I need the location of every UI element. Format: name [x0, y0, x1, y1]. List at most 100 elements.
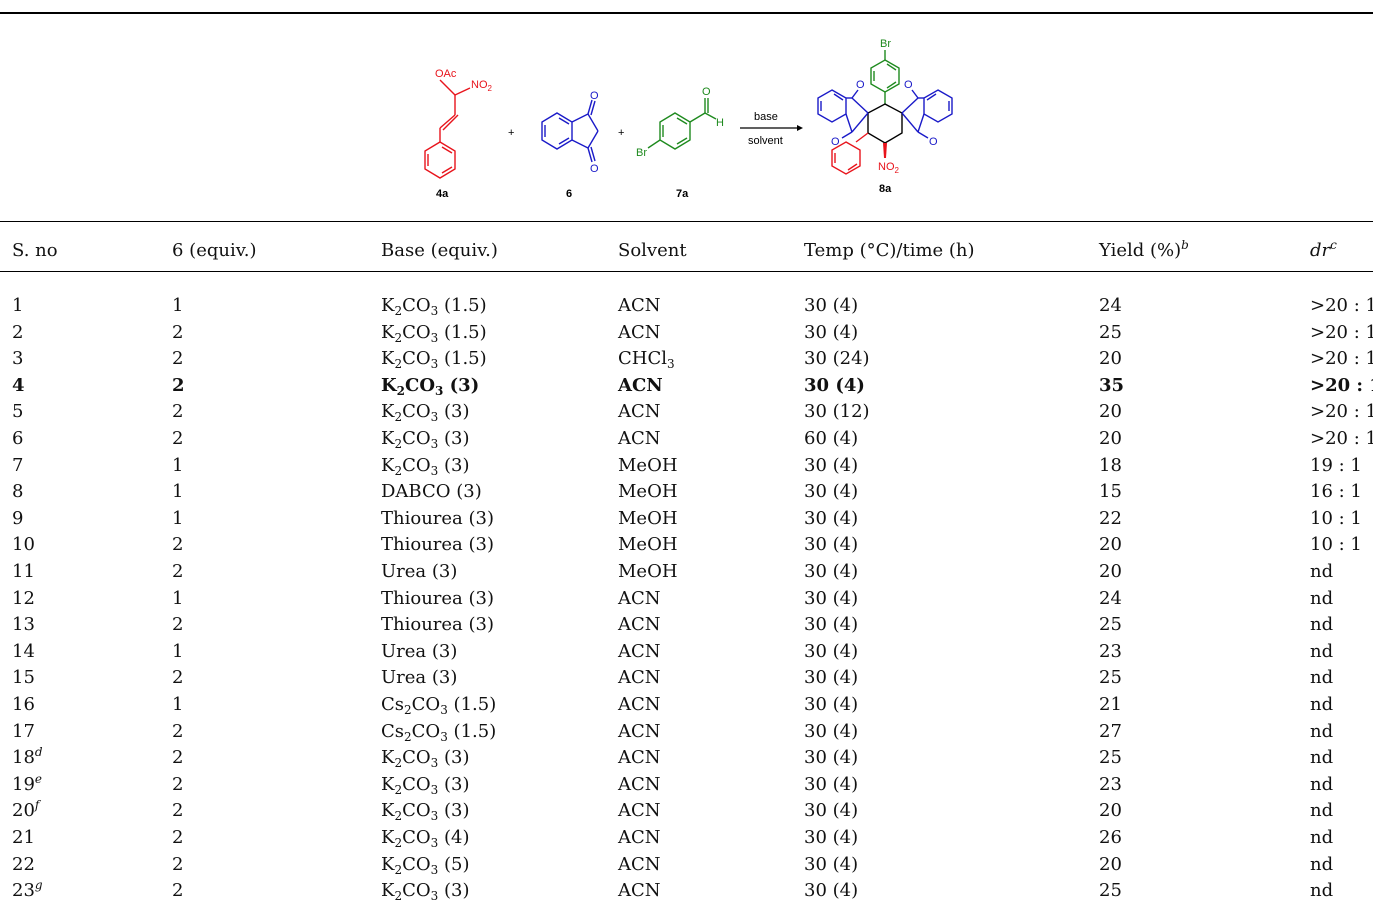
- cell-base: Thiourea (3): [381, 534, 494, 556]
- table-row: 19e 2 K2CO3 (3) ACN 30 (4) 23 nd: [0, 772, 1373, 798]
- cell-dr: nd: [1310, 880, 1334, 902]
- cell-equiv: 2: [172, 401, 184, 423]
- cell-dr: >20 : 1: [1310, 321, 1373, 343]
- plus-sign-1: +: [508, 127, 514, 139]
- cell-sno: 5: [12, 401, 24, 423]
- cell-sno: 8: [12, 481, 24, 503]
- cell-sno: 7: [12, 454, 24, 476]
- oxygen-label-8a-4: O: [929, 136, 938, 148]
- product-8a-aryl: [870, 50, 900, 104]
- cell-temp-time: 30 (4): [804, 614, 859, 636]
- cell-equiv: 2: [172, 747, 184, 769]
- cell-base: Urea (3): [381, 561, 458, 582]
- cell-yield: 20: [1099, 534, 1122, 556]
- cell-yield: 24: [1099, 295, 1122, 316]
- cell-sno: 4: [12, 374, 25, 396]
- table-row: 12 1 Thiourea (3) ACN 30 (4) 24 nd: [0, 586, 1373, 612]
- cell-base: K2CO3 (4): [381, 827, 470, 850]
- cell-yield: 21: [1099, 694, 1122, 715]
- cell-base: K2CO3 (3): [381, 773, 470, 797]
- cell-equiv: 2: [172, 348, 184, 370]
- cell-temp-time: 30 (4): [804, 667, 859, 689]
- cell-base: K2CO3 (3): [381, 374, 480, 398]
- cell-sno: 6: [12, 428, 24, 449]
- cell-equiv: 2: [172, 534, 184, 556]
- table-row: 9 1 Thiourea (3) MeOH 30 (4) 22 10 : 1: [0, 506, 1373, 532]
- cell-temp-time: 30 (4): [804, 587, 859, 609]
- arrow-label-solvent: solvent: [748, 135, 783, 147]
- cell-dr: >20 : 1: [1310, 428, 1373, 449]
- product-8a-indanedione-left: [817, 89, 869, 139]
- cell-temp-time: 30 (4): [804, 640, 859, 662]
- cell-temp-time: 30 (4): [804, 507, 859, 529]
- table-header: S. no 6 (equiv.) Base (equiv.) Solvent T…: [0, 238, 1373, 264]
- cell-base: K2CO3 (3): [381, 880, 470, 904]
- cell-solvent: ACN: [618, 694, 661, 715]
- cell-dr: nd: [1310, 614, 1334, 636]
- cell-equiv: 1: [172, 295, 184, 316]
- cell-dr: nd: [1310, 773, 1334, 795]
- product-8a-indanedione-right: [901, 89, 953, 139]
- table-row: 16 1 Cs2CO3 (1.5) ACN 30 (4) 21 nd: [0, 692, 1373, 718]
- cell-dr: 10 : 1: [1310, 507, 1362, 529]
- cell-yield: 25: [1099, 321, 1122, 343]
- oxygen-label-8a-1: O: [831, 136, 840, 148]
- cell-sno: 20f: [12, 798, 40, 822]
- oxygen-label-8a-2: O: [856, 79, 865, 91]
- cell-yield: 20: [1099, 348, 1122, 370]
- cell-yield: 20: [1099, 401, 1122, 423]
- cell-temp-time: 30 (4): [804, 694, 859, 715]
- cell-temp-time: 30 (4): [804, 800, 859, 822]
- cell-temp-time: 30 (24): [804, 348, 870, 370]
- cell-yield: 18: [1099, 454, 1122, 476]
- cell-yield: 23: [1099, 773, 1122, 795]
- table-row: 5 2 K2CO3 (3) ACN 30 (12) 20 >20 : 1: [0, 399, 1373, 425]
- cell-solvent: ACN: [618, 374, 663, 396]
- cell-dr: nd: [1310, 640, 1334, 662]
- cell-solvent: ACN: [618, 321, 661, 343]
- reactant-7a-structure: [647, 98, 717, 150]
- table-row: 2 2 K2CO3 (1.5) ACN 30 (4) 25 >20 : 1: [0, 320, 1373, 346]
- label-7a: 7a: [676, 188, 689, 200]
- cell-sno: 2: [12, 321, 24, 343]
- product-8a-nitro-wedge: [883, 143, 887, 158]
- cell-base: Cs2CO3 (1.5): [381, 720, 497, 744]
- cell-temp-time: 60 (4): [804, 428, 859, 449]
- cell-yield: 20: [1099, 853, 1122, 875]
- cell-solvent: CHCl3: [618, 348, 675, 372]
- header-base: Base (equiv.): [381, 240, 498, 261]
- header-equiv: 6 (equiv.): [172, 240, 257, 261]
- cell-temp-time: 30 (4): [804, 534, 859, 556]
- cell-equiv: 1: [172, 694, 184, 715]
- cell-solvent: ACN: [618, 880, 661, 902]
- cell-base: K2CO3 (3): [381, 401, 470, 425]
- cell-solvent: ACN: [618, 773, 661, 795]
- cell-dr: >20 : 1: [1310, 348, 1373, 370]
- cell-dr: nd: [1310, 827, 1334, 848]
- cell-sno: 9: [12, 507, 24, 529]
- cell-dr: 10 : 1: [1310, 534, 1362, 556]
- cell-sno: 11: [12, 561, 35, 582]
- reactant-4a-structure: [424, 79, 471, 179]
- oxygen-label-8a-3: O: [904, 79, 913, 91]
- cell-dr: >20 : 1: [1310, 401, 1373, 423]
- cell-base: K2CO3 (3): [381, 454, 470, 478]
- table-row: 8 1 DABCO (3) MeOH 30 (4) 15 16 : 1: [0, 479, 1373, 505]
- label-6: 6: [566, 188, 572, 200]
- cell-solvent: ACN: [618, 667, 661, 689]
- cell-equiv: 2: [172, 321, 184, 343]
- cell-yield: 20: [1099, 800, 1122, 822]
- cell-dr: nd: [1310, 800, 1334, 822]
- cell-base: K2CO3 (3): [381, 747, 470, 771]
- cell-sno: 13: [12, 614, 35, 636]
- cell-solvent: ACN: [618, 587, 661, 609]
- product-8a-core: [867, 103, 903, 144]
- table-row: 10 2 Thiourea (3) MeOH 30 (4) 20 10 : 1: [0, 532, 1373, 558]
- header-dr: drc: [1310, 238, 1337, 261]
- cell-dr: nd: [1310, 667, 1334, 689]
- cell-base: Urea (3): [381, 667, 458, 689]
- cell-sno: 1: [12, 295, 24, 316]
- cell-equiv: 2: [172, 773, 184, 795]
- table-row: 17 2 Cs2CO3 (1.5) ACN 30 (4) 27 nd: [0, 719, 1373, 745]
